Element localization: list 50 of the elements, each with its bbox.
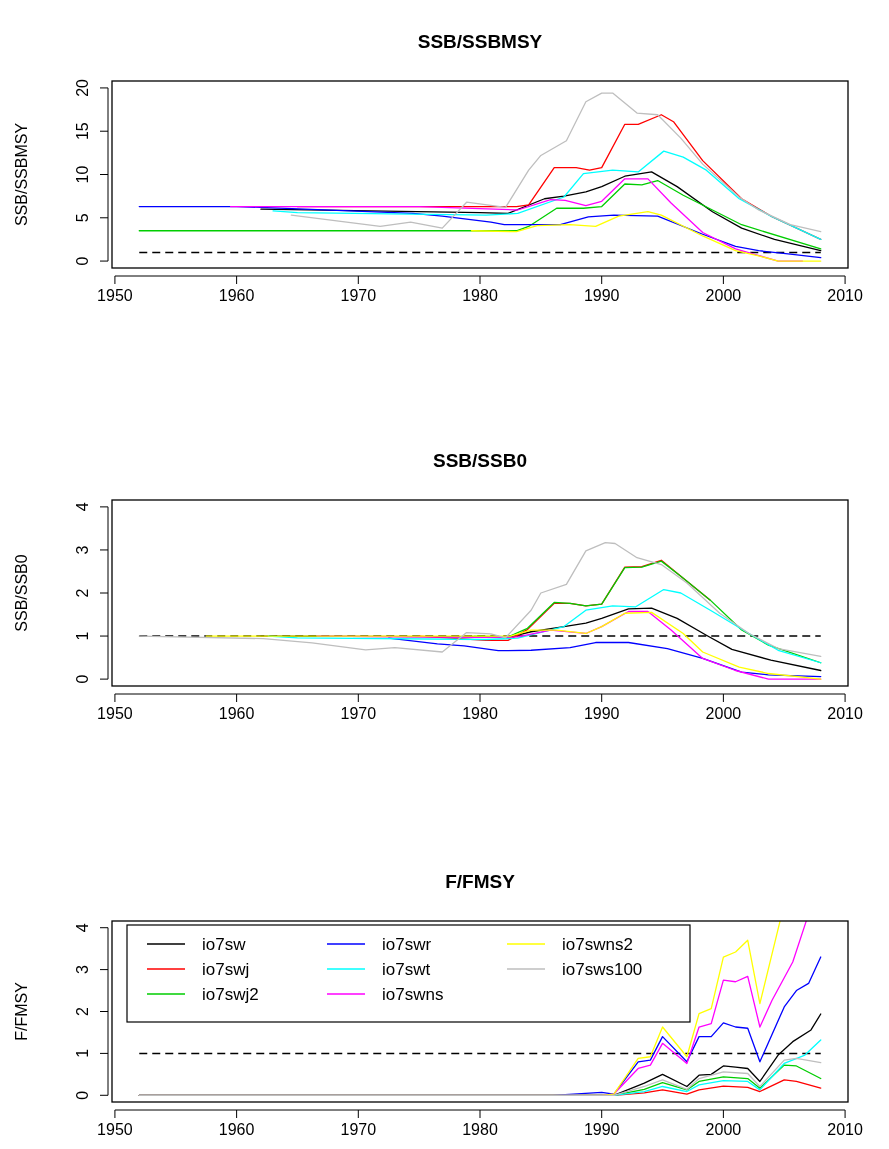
x-tick-label: 1960 xyxy=(218,705,255,722)
x-tick-label: 1990 xyxy=(583,1121,620,1138)
legend-label: io7swns2 xyxy=(562,935,633,954)
y-tick-label: 4 xyxy=(74,923,91,933)
x-tick-label: 2000 xyxy=(705,1121,742,1138)
x-tick-label: 2000 xyxy=(705,287,742,304)
x-tick-label: 2010 xyxy=(827,705,863,722)
x-tick-label: 1970 xyxy=(340,705,377,722)
x-tick-label: 1990 xyxy=(583,287,620,304)
x-tick-label: 1980 xyxy=(462,705,498,722)
y-tick-label: 10 xyxy=(74,165,91,184)
x-tick-label: 1970 xyxy=(340,287,377,304)
y-tick-label: 0 xyxy=(74,674,91,684)
y-tick-label: 1 xyxy=(74,1048,91,1058)
legend-label: io7swj2 xyxy=(202,985,259,1004)
x-tick-label: 1960 xyxy=(218,287,255,304)
legend-label: io7swj xyxy=(202,960,250,979)
y-tick-label: 1 xyxy=(74,631,91,641)
legend-label: io7swt xyxy=(382,960,431,979)
y-tick-label: 2 xyxy=(74,1006,91,1016)
x-tick-label: 2010 xyxy=(827,1121,863,1138)
y-tick-label: 5 xyxy=(74,213,91,223)
chart-title: SSB/SSBMSY xyxy=(417,31,543,52)
legend-label: io7swr xyxy=(382,935,432,954)
y-tick-label: 0 xyxy=(74,256,91,266)
legend-label: io7sws100 xyxy=(562,960,643,979)
legend-label: io7sw xyxy=(202,935,247,954)
y-axis-title: F/FMSY xyxy=(13,981,30,1041)
y-tick-label: 0 xyxy=(74,1090,91,1100)
x-tick-label: 1970 xyxy=(340,1121,377,1138)
y-axis-title: SSB/SSBMSY xyxy=(13,122,30,227)
x-tick-label: 1960 xyxy=(218,1121,255,1138)
y-tick-label: 3 xyxy=(74,545,91,555)
x-tick-label: 1990 xyxy=(583,705,620,722)
x-tick-label: 2000 xyxy=(705,705,742,722)
x-tick-label: 1950 xyxy=(97,1121,133,1138)
legend-label: io7swns xyxy=(382,985,444,1004)
x-tick-label: 1950 xyxy=(97,705,133,722)
y-tick-label: 20 xyxy=(74,78,91,97)
chart-title: F/FMSY xyxy=(445,871,516,892)
y-tick-label: 3 xyxy=(74,965,91,975)
x-tick-label: 2010 xyxy=(827,287,863,304)
y-tick-label: 15 xyxy=(74,122,91,141)
y-tick-label: 4 xyxy=(74,502,91,512)
y-tick-label: 2 xyxy=(74,588,91,598)
x-tick-label: 1950 xyxy=(97,287,133,304)
y-axis-title: SSB/SSB0 xyxy=(13,554,30,632)
x-tick-label: 1980 xyxy=(462,287,498,304)
chart-title: SSB/SSB0 xyxy=(433,450,527,471)
x-tick-label: 1980 xyxy=(462,1121,498,1138)
